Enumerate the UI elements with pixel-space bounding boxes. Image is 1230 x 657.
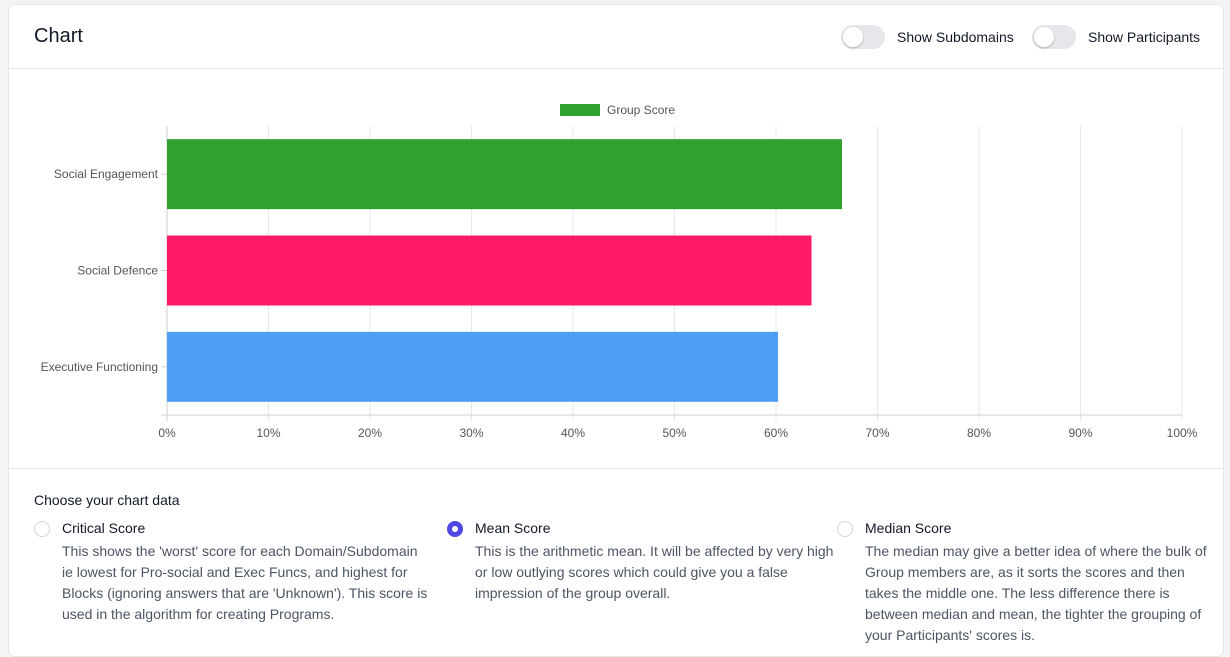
card-title: Chart	[34, 25, 83, 47]
mean-score-radio[interactable]	[447, 521, 463, 537]
critical-score-description: This shows the 'worst' score for each Do…	[62, 543, 428, 622]
critical-score-radio[interactable]	[34, 521, 50, 537]
x-tick-label: 50%	[662, 426, 686, 440]
chart-data-options: Choose your chart data Critical Score Th…	[9, 470, 1223, 656]
x-tick-label: 20%	[358, 426, 382, 440]
critical-score-label[interactable]: Critical Score	[62, 520, 146, 536]
bar-chart: 0% 10% 20% 30% 40% 50% 60% 70% 80% 90% 100% Social …	[41, 103, 1198, 440]
y-tick-label: Social Defence	[77, 264, 158, 278]
x-tick-label: 80%	[967, 426, 991, 440]
bar-social-engagement	[167, 139, 842, 210]
toggle-knob	[1034, 27, 1054, 47]
chart-card: Chart Show Subdomains Show Participants …	[8, 4, 1224, 657]
y-tick-label: Executive Functioning	[41, 360, 158, 374]
chart-area: 0% 10% 20% 30% 40% 50% 60% 70% 80% 90% 100% Social …	[9, 70, 1223, 469]
x-tick-label: 10%	[256, 426, 280, 440]
subdomains-toggle-group: Show Subdomains	[841, 25, 1014, 49]
x-tick-label: 40%	[561, 426, 585, 440]
legend-label: Group Score	[607, 103, 675, 117]
toggle-knob	[843, 27, 863, 47]
y-tick-label: Social Engagement	[54, 167, 159, 181]
mean-score-description: This is the arithmetic mean. It will be …	[475, 543, 834, 601]
x-tick-label: 60%	[764, 426, 788, 440]
participants-toggle-group: Show Participants	[1032, 25, 1200, 49]
mean-score-label[interactable]: Mean Score	[475, 520, 551, 536]
median-score-radio[interactable]	[837, 521, 853, 537]
x-tick-label: 70%	[865, 426, 889, 440]
x-tick-label: 30%	[459, 426, 483, 440]
card-header: Chart Show Subdomains Show Participants	[9, 5, 1223, 69]
x-tick-label: 0%	[158, 426, 176, 440]
show-subdomains-toggle[interactable]	[841, 25, 885, 49]
show-participants-toggle[interactable]	[1032, 25, 1076, 49]
bar-social-defence	[167, 235, 812, 306]
options-title: Choose your chart data	[34, 492, 180, 508]
median-score-label[interactable]: Median Score	[865, 520, 952, 536]
bar-executive-functioning	[167, 331, 779, 402]
median-score-description: The median may give a better idea of whe…	[865, 543, 1207, 643]
show-participants-label: Show Participants	[1088, 29, 1201, 45]
x-tick-label: 100%	[1167, 426, 1198, 440]
legend-swatch	[560, 104, 600, 116]
x-tick-label: 90%	[1068, 426, 1092, 440]
show-subdomains-label: Show Subdomains	[897, 29, 1014, 45]
